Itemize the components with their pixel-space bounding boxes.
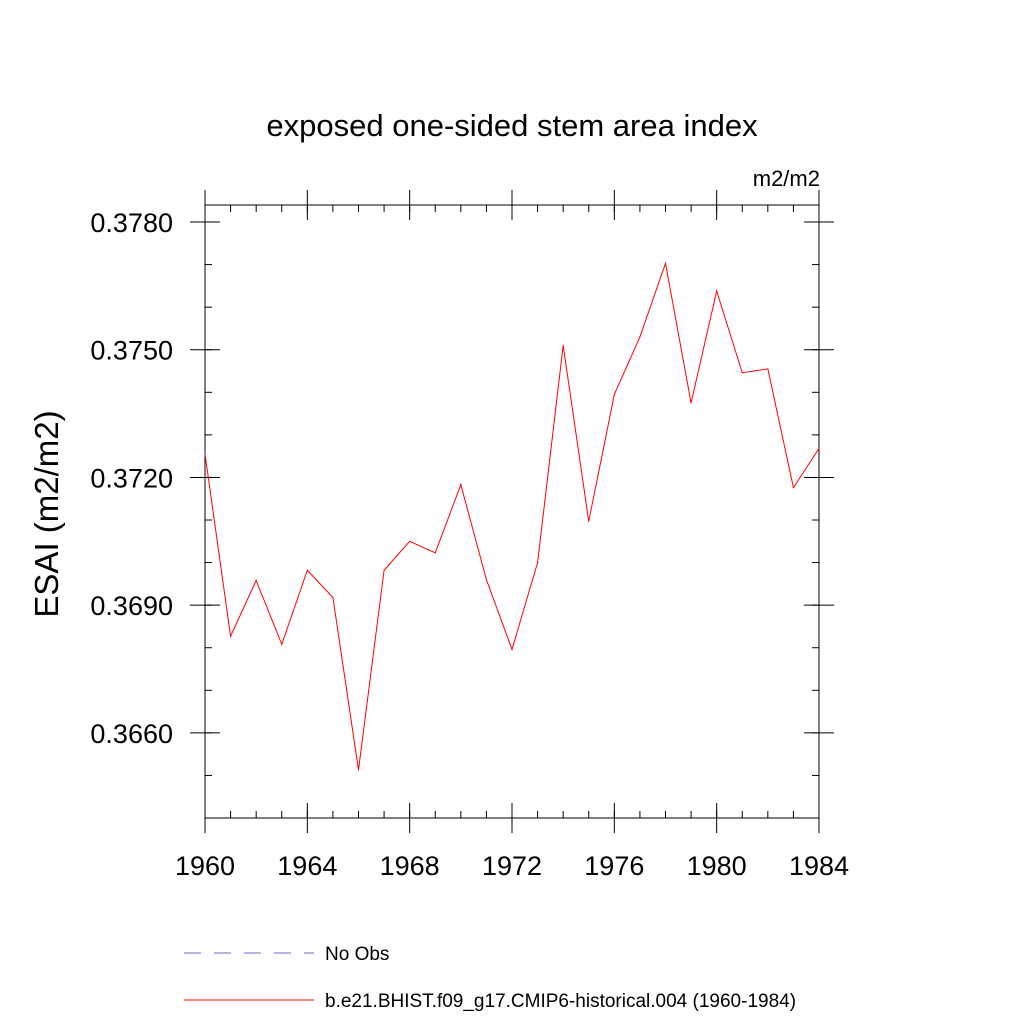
data-point — [434, 552, 436, 554]
data-point — [332, 596, 334, 599]
data-point — [741, 372, 743, 374]
series-line-0 — [204, 261, 820, 770]
legend-label-no-obs: No Obs — [325, 944, 389, 965]
y-tick-label: 0.3720 — [90, 463, 173, 493]
data-point — [639, 336, 641, 338]
data-point — [792, 487, 795, 489]
data-point — [204, 453, 206, 455]
data-point — [562, 344, 564, 347]
data-point — [409, 540, 411, 542]
data-point — [460, 484, 462, 486]
data-point — [357, 769, 360, 771]
legend-label-historical: b.e21.BHIST.f09_g17.CMIP6-historical.004… — [325, 991, 796, 1012]
data-point — [664, 262, 667, 264]
data-point — [613, 393, 615, 396]
x-tick-label: 1976 — [584, 851, 644, 881]
minor-ticks — [204, 205, 820, 819]
data-point — [383, 569, 385, 571]
x-tick-label: 1972 — [482, 851, 542, 881]
plot-frame — [204, 204, 820, 819]
data-point — [306, 569, 308, 571]
x-tick-label: 1984 — [789, 851, 849, 881]
data-point — [229, 635, 232, 637]
units-label: m2/m2 — [753, 166, 820, 191]
tick-labels: 1960 1964 1968 1972 1976 1980 1984 0.3660 0.3690… — [90, 208, 849, 881]
y-axis-label: ESAI (m2/m2) — [28, 410, 65, 617]
y-tick-label: 0.3690 — [90, 591, 173, 621]
series-layer — [204, 261, 820, 771]
data-point — [281, 643, 283, 645]
data-point — [511, 648, 513, 651]
data-point — [485, 579, 488, 581]
x-tick-label: 1980 — [687, 851, 747, 881]
chart-title: exposed one-sided stem area index — [266, 108, 758, 143]
major-ticks — [190, 190, 834, 833]
y-tick-label: 0.3780 — [90, 208, 173, 238]
data-point — [716, 290, 718, 292]
x-tick-label: 1964 — [277, 851, 337, 881]
data-point — [818, 447, 820, 450]
legend: No Obs b.e21.BHIST.f09_g17.CMIP6-histori… — [184, 944, 796, 1012]
data-point — [588, 520, 590, 522]
x-tick-label: 1960 — [175, 851, 235, 881]
y-tick-label: 0.3660 — [90, 719, 173, 749]
data-point — [536, 561, 539, 564]
y-tick-label: 0.3750 — [90, 336, 173, 366]
data-point — [255, 579, 257, 582]
data-point — [767, 368, 769, 370]
data-point — [690, 402, 692, 404]
x-tick-label: 1968 — [380, 851, 440, 881]
